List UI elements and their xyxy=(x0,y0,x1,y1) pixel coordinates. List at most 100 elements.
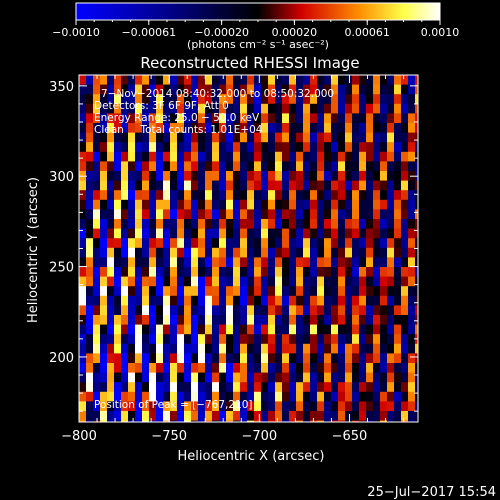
heatmap-cell xyxy=(408,324,416,335)
heatmap-cell xyxy=(163,276,171,287)
heatmap-cell xyxy=(247,247,255,258)
heatmap-cell xyxy=(135,151,143,162)
heatmap-cell xyxy=(128,75,136,85)
heatmap-cell xyxy=(233,219,241,229)
heatmap-cell xyxy=(352,199,360,210)
heatmap-cell xyxy=(114,123,122,133)
heatmap-cell xyxy=(149,113,157,124)
heatmap-cell xyxy=(114,257,122,268)
heatmap-cell xyxy=(247,123,255,133)
heatmap-cell xyxy=(408,247,416,258)
heatmap-cell xyxy=(359,84,367,95)
heatmap-cell xyxy=(191,123,199,133)
heatmap-cell xyxy=(303,247,311,258)
colorbar-tick-label: 0.00020 xyxy=(272,26,318,39)
heatmap-cell xyxy=(303,411,311,421)
heatmap-cell xyxy=(114,305,122,316)
heatmap-cell xyxy=(142,123,150,133)
heatmap-cell xyxy=(352,391,360,402)
heatmap-cell xyxy=(345,132,353,143)
colorbar-tick-label: 0.00061 xyxy=(344,26,390,39)
heatmap-cell xyxy=(79,180,87,191)
heatmap-cell xyxy=(184,103,192,114)
heatmap-cell xyxy=(191,276,199,287)
heatmap-cell xyxy=(79,276,87,287)
heatmap-cell xyxy=(100,315,108,325)
heatmap-cell xyxy=(149,343,157,354)
heatmap-cell xyxy=(352,123,360,133)
heatmap-cell xyxy=(345,123,353,133)
heatmap-cell xyxy=(184,209,192,220)
heatmap-cell xyxy=(331,276,339,287)
heatmap-cell xyxy=(317,180,325,191)
heatmap-cell xyxy=(254,305,262,316)
heatmap-cell xyxy=(345,391,353,402)
heatmap-cell xyxy=(191,372,199,383)
heatmap-cell xyxy=(296,267,304,277)
heatmap-cell xyxy=(107,334,115,345)
heatmap-cell xyxy=(149,420,157,422)
heatmap-cell xyxy=(254,75,262,85)
heatmap-cell xyxy=(156,75,164,85)
heatmap-cell xyxy=(93,238,101,249)
heatmap-cell xyxy=(352,286,360,297)
heatmap-cell xyxy=(247,315,255,325)
heatmap-cell xyxy=(373,334,381,345)
heatmap-cell xyxy=(310,391,318,402)
heatmap-cell xyxy=(296,257,304,268)
heatmap-cell xyxy=(205,420,213,422)
heatmap-cell xyxy=(184,171,192,181)
heatmap-cell xyxy=(114,401,122,412)
heatmap-cell xyxy=(184,161,192,172)
heatmap-cell xyxy=(296,276,304,287)
heatmap-cell xyxy=(324,151,332,162)
heatmap-cell xyxy=(345,295,353,306)
heatmap-cell xyxy=(296,334,304,345)
heatmap-cell xyxy=(149,286,157,297)
heatmap-cell xyxy=(394,123,402,133)
heatmap-cell xyxy=(380,228,388,239)
heatmap-cell xyxy=(373,75,381,85)
heatmap-cell xyxy=(345,382,353,393)
heatmap-cell xyxy=(408,295,416,306)
heatmap-cell xyxy=(303,334,311,345)
heatmap-cell xyxy=(331,267,339,277)
heatmap-cell xyxy=(289,123,297,133)
heatmap-cell xyxy=(219,142,227,153)
heatmap-cell xyxy=(170,161,178,172)
heatmap-cell xyxy=(219,219,227,229)
heatmap-cell xyxy=(261,103,269,114)
heatmap-cell xyxy=(268,113,276,124)
heatmap-cell xyxy=(268,219,276,229)
heatmap-cell xyxy=(254,420,262,422)
heatmap-cell xyxy=(310,276,318,287)
heatmap-cell xyxy=(324,190,332,201)
heatmap-cell xyxy=(408,391,416,402)
heatmap-cell xyxy=(149,305,157,316)
heatmap-cell xyxy=(324,94,332,105)
heatmap-cell xyxy=(401,391,409,402)
heatmap-cell xyxy=(100,209,108,220)
heatmap-cell xyxy=(317,123,325,133)
heatmap-cell xyxy=(338,295,346,306)
heatmap-cell xyxy=(191,238,199,249)
heatmap-cell xyxy=(219,401,227,412)
heatmap-cell xyxy=(142,247,150,258)
heatmap-cell xyxy=(212,199,220,210)
heatmap-cell xyxy=(254,295,262,306)
heatmap-cell xyxy=(93,219,101,229)
heatmap-cell xyxy=(100,132,108,143)
heatmap-cell xyxy=(366,103,374,114)
heatmap-cell xyxy=(226,334,234,345)
heatmap-cell xyxy=(261,132,269,143)
heatmap-cell xyxy=(191,161,199,172)
heatmap-cell xyxy=(268,363,276,373)
heatmap-cell xyxy=(212,151,220,162)
heatmap-cell xyxy=(100,391,108,402)
heatmap-cell xyxy=(408,315,416,325)
heatmap-cell xyxy=(415,276,418,287)
heatmap-cell xyxy=(226,295,234,306)
heatmap-cell xyxy=(303,113,311,124)
heatmap-cell xyxy=(254,103,262,114)
heatmap-cell xyxy=(366,113,374,124)
